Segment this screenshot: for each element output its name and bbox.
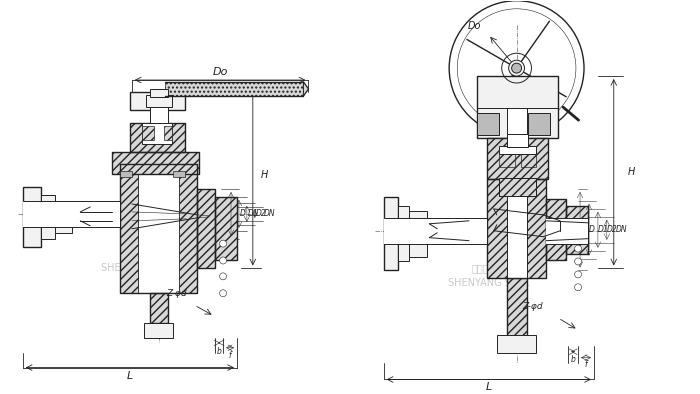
- Text: SHENYANG SKBL: SHENYANG SKBL: [101, 264, 183, 273]
- Bar: [498, 178, 536, 196]
- Bar: [142, 123, 172, 145]
- Circle shape: [575, 284, 582, 291]
- Bar: [507, 278, 526, 338]
- Bar: [486, 138, 548, 179]
- Text: 沈阳正茂阀门: 沈阳正茂阀门: [471, 264, 506, 273]
- Bar: [179, 164, 197, 293]
- Bar: [23, 201, 120, 227]
- Bar: [41, 195, 55, 239]
- Bar: [507, 278, 526, 338]
- Bar: [507, 108, 526, 138]
- Bar: [23, 187, 41, 247]
- Bar: [477, 76, 558, 138]
- Bar: [546, 199, 566, 260]
- Bar: [507, 179, 526, 278]
- Circle shape: [575, 271, 582, 278]
- Text: D: D: [240, 209, 246, 218]
- Bar: [528, 113, 550, 135]
- Text: DN: DN: [264, 209, 275, 218]
- Bar: [398, 206, 410, 262]
- Text: L: L: [486, 383, 492, 392]
- Text: D: D: [589, 225, 595, 234]
- Text: f: f: [584, 360, 587, 369]
- Bar: [486, 179, 507, 278]
- Circle shape: [575, 245, 582, 252]
- Bar: [150, 89, 167, 97]
- Bar: [507, 134, 528, 147]
- Bar: [112, 152, 200, 174]
- Bar: [477, 113, 498, 135]
- Bar: [150, 105, 167, 123]
- Polygon shape: [303, 82, 309, 96]
- Bar: [486, 138, 548, 179]
- Bar: [384, 218, 486, 243]
- Text: Do: Do: [212, 67, 228, 77]
- Bar: [55, 201, 72, 233]
- Text: H: H: [628, 167, 635, 177]
- Text: Z-φd: Z-φd: [522, 302, 543, 310]
- Text: DN: DN: [616, 225, 627, 234]
- Bar: [521, 149, 536, 167]
- Bar: [498, 147, 536, 154]
- Circle shape: [575, 258, 582, 265]
- Text: Do: Do: [468, 22, 482, 32]
- Bar: [566, 206, 588, 254]
- Circle shape: [512, 63, 522, 73]
- Bar: [215, 197, 237, 260]
- Text: f: f: [229, 351, 231, 360]
- Text: D2: D2: [607, 225, 617, 234]
- Text: D1: D1: [248, 209, 258, 218]
- Bar: [112, 152, 200, 174]
- Text: 沈阳正茂阀门: 沈阳正茂阀门: [124, 249, 160, 258]
- Bar: [197, 189, 215, 268]
- Bar: [497, 335, 536, 353]
- Bar: [150, 293, 167, 323]
- Bar: [138, 164, 179, 293]
- Bar: [130, 92, 186, 110]
- Bar: [120, 164, 138, 293]
- Bar: [150, 293, 167, 323]
- Bar: [526, 179, 546, 278]
- Circle shape: [220, 257, 227, 264]
- Bar: [410, 211, 427, 256]
- Bar: [498, 149, 514, 167]
- Bar: [384, 197, 398, 270]
- Bar: [486, 179, 546, 278]
- Circle shape: [220, 240, 227, 247]
- Bar: [130, 123, 186, 152]
- Circle shape: [220, 290, 227, 297]
- Text: D1: D1: [598, 225, 609, 234]
- Bar: [144, 323, 174, 338]
- Bar: [215, 197, 237, 260]
- Text: b: b: [217, 347, 221, 356]
- Bar: [197, 189, 215, 268]
- Bar: [546, 218, 588, 243]
- Bar: [120, 164, 197, 293]
- Text: H: H: [261, 170, 268, 180]
- Circle shape: [220, 273, 227, 280]
- Text: L: L: [127, 370, 133, 381]
- Circle shape: [509, 60, 524, 76]
- Text: Z-φd: Z-φd: [166, 289, 187, 298]
- Bar: [120, 171, 132, 177]
- Bar: [498, 178, 536, 196]
- Bar: [566, 206, 588, 254]
- Bar: [174, 171, 186, 177]
- Bar: [546, 199, 566, 260]
- Bar: [130, 123, 186, 152]
- Bar: [164, 82, 303, 96]
- Text: b: b: [570, 355, 575, 364]
- Text: SHENYANG SKBL: SHENYANG SKBL: [448, 278, 530, 288]
- Text: D2: D2: [256, 209, 267, 218]
- Bar: [146, 95, 172, 107]
- Bar: [142, 126, 154, 139]
- Bar: [164, 126, 172, 139]
